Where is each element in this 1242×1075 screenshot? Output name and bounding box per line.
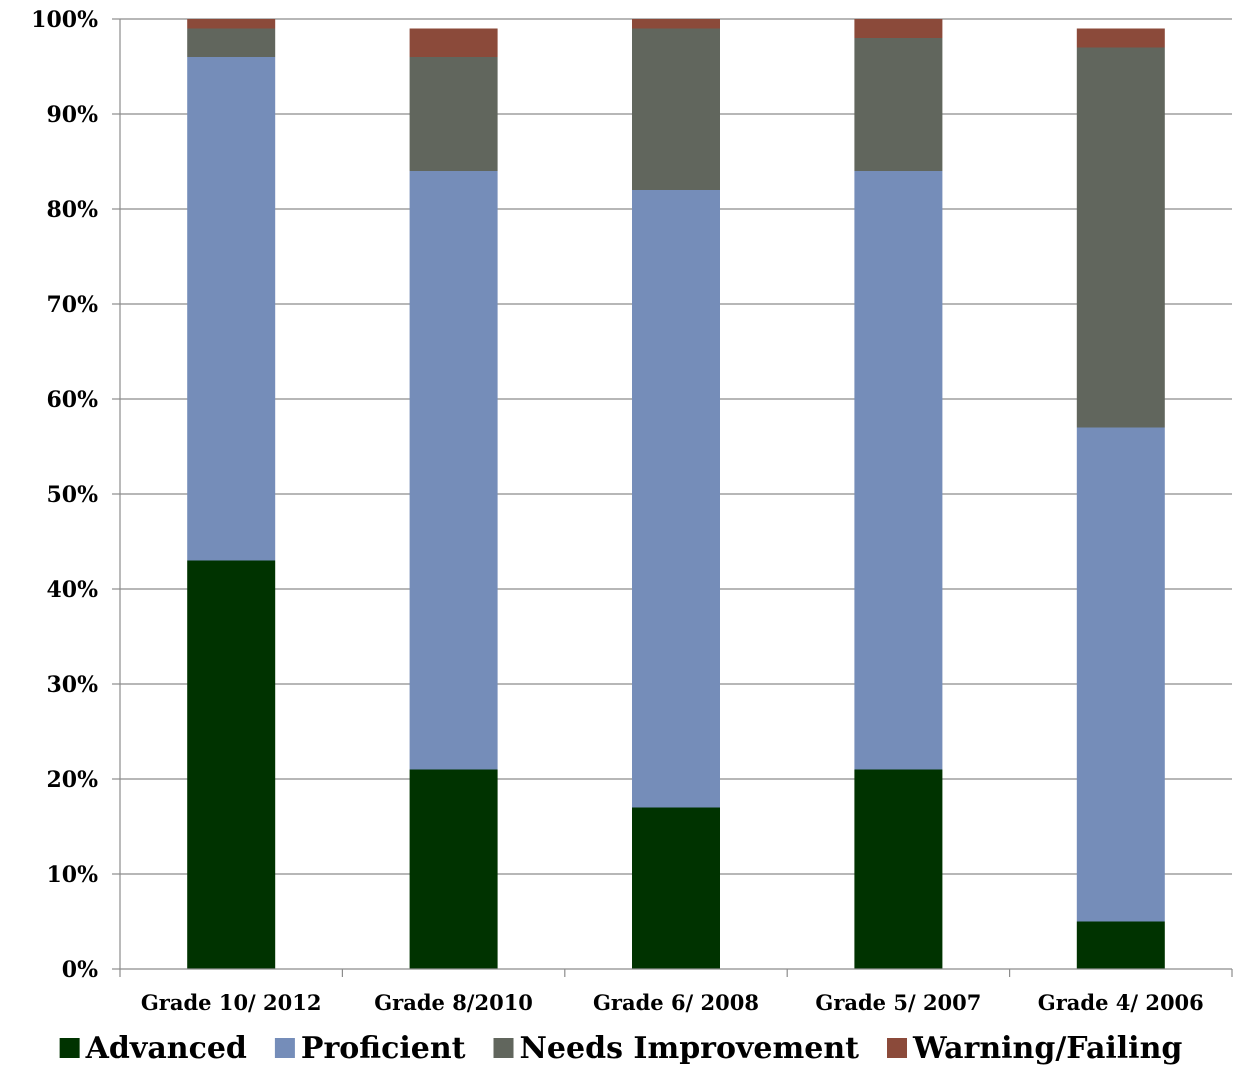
x-category-label: Grade 8/2010 <box>374 990 533 1015</box>
y-tick-label: 60% <box>46 387 98 413</box>
bar-warning-failing-4 <box>1076 28 1165 48</box>
x-category-label: Grade 6/ 2008 <box>593 990 759 1015</box>
legend-label: Needs Improvement <box>520 1031 860 1066</box>
bar-needs-improvement-3 <box>854 38 943 171</box>
bar-proficient-4 <box>1076 427 1165 922</box>
y-tick-label: 20% <box>46 767 98 793</box>
bars <box>187 19 1165 969</box>
bar-advanced-4 <box>1076 921 1165 969</box>
y-tick-label: 100% <box>31 7 98 33</box>
bar-advanced-0 <box>187 560 276 969</box>
bar-proficient-0 <box>187 57 276 561</box>
bar-proficient-3 <box>854 171 943 770</box>
legend-swatch <box>887 1038 908 1058</box>
axes: 0% 10% 20% 30% 40% 50% 60% 70% 80% 90% 100% Grade 1… <box>31 7 1233 1015</box>
bar-proficient-1 <box>409 171 498 770</box>
legend-swatch <box>274 1038 295 1058</box>
y-tick-label: 0% <box>62 957 98 983</box>
bar-warning-failing-2 <box>632 19 720 29</box>
y-tick-label: 90% <box>46 102 98 128</box>
bar-advanced-2 <box>632 807 720 969</box>
bar-advanced-3 <box>854 769 943 969</box>
legend-label: Proficient <box>301 1031 466 1066</box>
legend-label: Advanced <box>85 1031 247 1066</box>
legend-swatch <box>493 1038 514 1058</box>
bar-advanced-1 <box>409 769 498 969</box>
y-tick-label: 30% <box>46 672 98 698</box>
bar-needs-improvement-1 <box>409 57 498 171</box>
bar-needs-improvement-2 <box>632 28 720 190</box>
bar-warning-failing-3 <box>854 19 943 38</box>
legend: Advanced Proficient Needs Improvement Warni… <box>59 1031 1182 1066</box>
x-category-label: Grade 10/ 2012 <box>141 990 322 1015</box>
y-tick-label: 70% <box>46 292 98 318</box>
bar-warning-failing-0 <box>187 19 276 29</box>
y-tick-label: 10% <box>46 862 98 888</box>
y-tick-label: 50% <box>46 482 98 508</box>
legend-items: Advanced Proficient Needs Improvement Warni… <box>59 1031 1182 1066</box>
bar-needs-improvement-4 <box>1076 47 1165 428</box>
bar-needs-improvement-0 <box>187 28 276 57</box>
y-tick-label: 80% <box>46 197 98 223</box>
y-tick-label: 40% <box>46 577 98 603</box>
bar-warning-failing-1 <box>409 28 498 57</box>
x-category-label: Grade 5/ 2007 <box>815 990 981 1015</box>
x-category-label: Grade 4/ 2006 <box>1038 990 1204 1015</box>
legend-swatch <box>59 1038 80 1058</box>
legend-label: Warning/Failing <box>912 1031 1182 1066</box>
bar-proficient-2 <box>632 190 720 808</box>
